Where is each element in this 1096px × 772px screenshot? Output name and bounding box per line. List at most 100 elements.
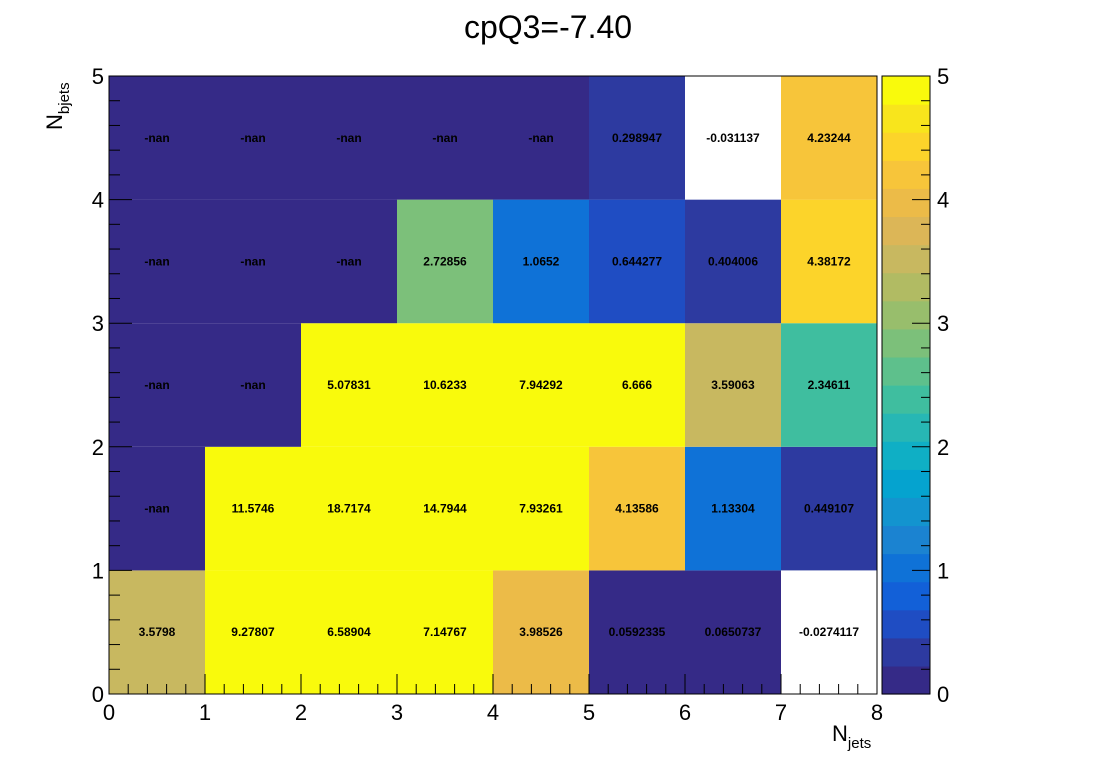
palette-band [882, 553, 930, 583]
heatmap-cell [685, 446, 781, 571]
x-axis-title-main: N [832, 721, 848, 746]
heatmap-cell-labels: 3.5798 9.27807 6.58904 7.14767 3.98526 0.0592… [139, 131, 860, 639]
heatmap-cell [493, 323, 589, 447]
cell-value-label: -nan [240, 254, 265, 268]
y-axis-title-sub: bjets [56, 82, 73, 114]
y-tick-label: 1 [92, 558, 104, 583]
cell-value-label: 2.34611 [808, 378, 851, 392]
z-tick-label: 1 [937, 558, 949, 583]
x-axis: 0 1 2 3 4 5 6 7 8 [103, 674, 883, 725]
z-tick-label: 5 [937, 64, 949, 89]
cell-value-label: 0.644277 [612, 254, 662, 268]
cell-value-label: 1.13304 [711, 502, 755, 516]
palette-band [882, 497, 930, 527]
cell-value-label: 11.5746 [232, 502, 275, 516]
palette-band [882, 132, 930, 161]
cell-value-label: 7.94292 [519, 378, 563, 392]
palette-band [882, 525, 930, 555]
palette-band [882, 385, 930, 414]
heatmap-cell [589, 199, 685, 324]
cell-value-label: -nan [240, 131, 265, 145]
heatmap-cell [781, 446, 877, 571]
heatmap-cell [109, 446, 205, 571]
y-axis-title-main: N [42, 114, 67, 130]
palette-band [882, 413, 930, 442]
heatmap-cell [205, 446, 301, 571]
chart-title: cpQ3=-7.40 [464, 9, 632, 45]
x-tick-label: 7 [775, 700, 787, 725]
heatmap-cell [589, 323, 685, 447]
cell-value-label: 5.07831 [327, 378, 371, 392]
cell-value-label: 4.13586 [615, 502, 659, 516]
x-tick-label: 5 [583, 700, 595, 725]
palette-band [882, 216, 930, 246]
cell-value-label: 0.449107 [804, 502, 854, 516]
heatmap-cell [301, 323, 397, 447]
heatmap-cell [397, 76, 493, 200]
color-palette [881, 75, 931, 695]
cell-value-label: 18.7174 [327, 502, 371, 516]
x-axis-title: Njets [832, 721, 871, 752]
y-axis: 0 1 2 3 4 5 [92, 64, 132, 707]
cell-value-label: 3.98526 [519, 625, 563, 639]
cell-value-label: 6.58904 [327, 625, 371, 639]
cell-value-label: -nan [144, 254, 169, 268]
heatmap-cell [205, 76, 301, 200]
palette-band [882, 609, 930, 639]
heatmap-cell [301, 446, 397, 571]
palette-band [882, 188, 930, 218]
cell-value-label: 0.298947 [612, 131, 662, 145]
cell-value-label: -nan [432, 131, 457, 145]
palette-band [882, 272, 930, 302]
color-scale-axis: 0 1 2 3 4 5 [912, 64, 949, 707]
y-tick-label: 0 [92, 682, 104, 707]
heatmap-cell [109, 570, 205, 694]
heatmap-cell [205, 323, 301, 447]
z-tick-label: 3 [937, 311, 949, 336]
heatmap-cell [781, 76, 877, 200]
x-tick-label: 2 [295, 700, 307, 725]
x-tick-label: 0 [103, 700, 115, 725]
heatmap-cell [397, 323, 493, 447]
heatmap-cell [397, 446, 493, 571]
palette-band [882, 637, 930, 667]
cell-value-label: -nan [528, 131, 553, 145]
cell-value-label: -nan [240, 378, 265, 392]
y-tick-label: 3 [92, 311, 104, 336]
x-axis-title-sub: jets [847, 735, 871, 752]
y-tick-label: 2 [92, 435, 104, 460]
heatmap-cell [685, 76, 781, 200]
cell-value-label: 4.23244 [807, 131, 851, 145]
heatmap-cell [301, 199, 397, 324]
palette-band [882, 665, 930, 695]
heatmap-cell [493, 570, 589, 694]
heatmap-cell [397, 570, 493, 694]
cell-value-label: 3.59063 [711, 378, 755, 392]
palette-band [882, 104, 930, 133]
cell-value-label: 1.0652 [523, 254, 560, 268]
cell-value-label: 7.93261 [519, 502, 563, 516]
heatmap-cell [109, 199, 205, 324]
heatmap-cell [493, 446, 589, 571]
x-tick-label: 6 [679, 700, 691, 725]
cell-value-label: 14.7944 [423, 502, 467, 516]
palette-frame [881, 75, 931, 695]
heatmap-cell [589, 570, 685, 694]
cell-value-label: 9.27807 [231, 625, 275, 639]
cell-value-label: 10.6233 [423, 378, 467, 392]
palette-band [882, 469, 930, 498]
heatmap-cell [493, 76, 589, 200]
heatmap-cell [109, 76, 205, 200]
cell-value-label: 2.72856 [423, 254, 467, 268]
heatmap-cell [781, 199, 877, 324]
cell-value-label: 4.38172 [807, 254, 851, 268]
y-tick-label: 5 [92, 64, 104, 89]
z-tick-label: 4 [937, 188, 949, 213]
cell-value-label: 0.0650737 [705, 625, 762, 639]
cell-value-label: 7.14767 [423, 625, 467, 639]
heatmap-cell [493, 199, 589, 324]
cell-value-label: -0.0274117 [799, 625, 859, 639]
x-tick-label: 4 [487, 700, 499, 725]
x-tick-label: 8 [871, 700, 883, 725]
